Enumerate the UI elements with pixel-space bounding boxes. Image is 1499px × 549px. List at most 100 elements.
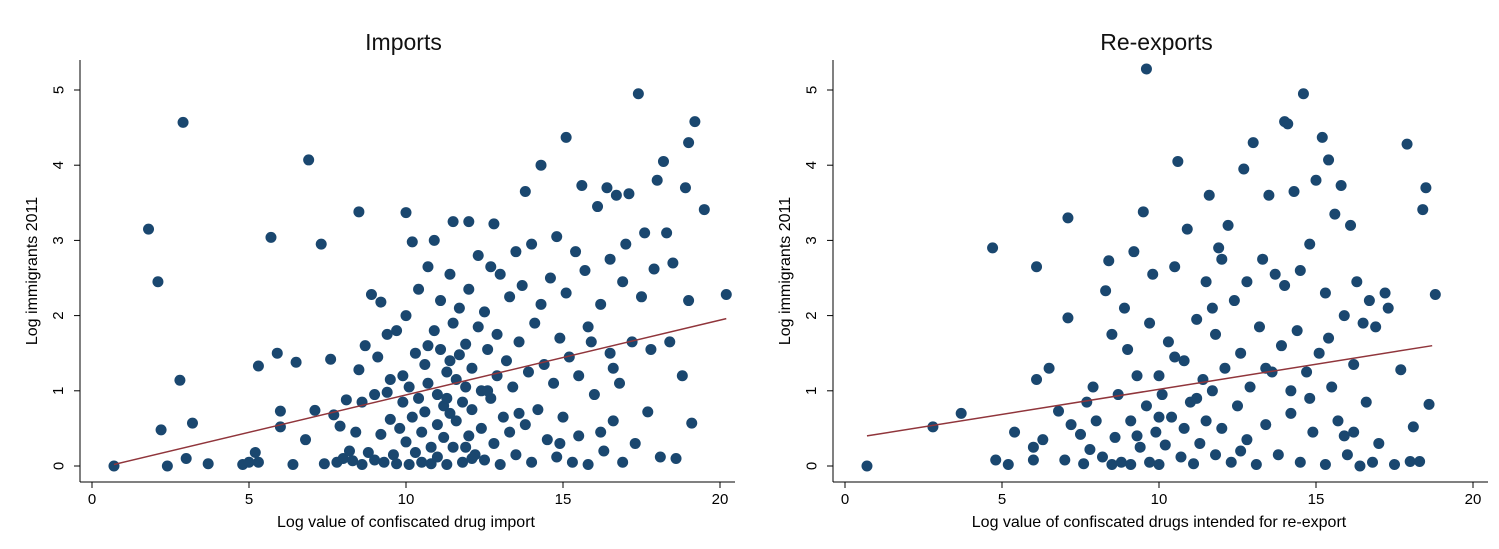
scatter-point: [1232, 400, 1243, 412]
scatter-point: [441, 366, 453, 378]
scatter-point: [428, 325, 440, 337]
scatter-point: [397, 396, 409, 408]
scatter-point: [1144, 317, 1156, 329]
scatter-point: [409, 347, 421, 359]
scatter-point: [1345, 219, 1357, 231]
scatter-point: [1081, 396, 1093, 408]
scatter-point: [413, 283, 425, 295]
scatter-point: [579, 264, 591, 276]
scatter-point: [243, 456, 255, 468]
scatter-point: [488, 437, 500, 449]
x-tick-label: 20: [1465, 491, 1482, 508]
scatter-point: [566, 456, 578, 468]
scatter-point: [353, 364, 365, 376]
scatter-point: [482, 343, 494, 355]
scatter-point: [1225, 456, 1237, 468]
scatter-point: [1316, 131, 1328, 143]
scatter-point: [617, 276, 629, 288]
scatter-point: [155, 424, 167, 436]
scatter-point: [202, 458, 214, 470]
scatter-point: [479, 306, 490, 318]
scatter-point: [378, 456, 390, 468]
scatter-point: [598, 445, 610, 457]
scatter-point: [1285, 407, 1297, 419]
scatter-point: [551, 231, 563, 243]
scatter-point: [1125, 415, 1137, 427]
scatter-point: [1169, 351, 1181, 363]
scatter-point: [1288, 186, 1300, 198]
scatter-point: [1178, 422, 1190, 434]
y-tick-label: 0: [50, 462, 67, 470]
scatter-point: [252, 456, 264, 468]
scatter-point: [494, 458, 506, 470]
scatter-point: [1027, 441, 1039, 453]
scatter-point: [1338, 310, 1350, 322]
scatter-point: [1341, 449, 1353, 461]
scatter-point: [300, 434, 312, 446]
scatter-point: [519, 186, 531, 198]
scatter-point: [1297, 88, 1309, 100]
scatter-point: [607, 415, 619, 427]
scatter-point: [1087, 381, 1099, 393]
scatter-point: [1213, 242, 1225, 254]
scatter-point: [347, 455, 359, 467]
scatter-point: [422, 261, 434, 273]
scatter-point: [604, 347, 616, 359]
scatter-point: [482, 385, 494, 397]
scatter-point: [1037, 434, 1049, 446]
scatter-point: [595, 298, 607, 310]
scatter-point: [1253, 321, 1265, 333]
scatter-point: [488, 218, 500, 230]
scatter-point: [987, 242, 999, 254]
scatter-point: [180, 452, 192, 464]
scatter-point: [460, 381, 472, 393]
scatter-point: [1188, 458, 1200, 470]
scatter-point: [1153, 411, 1165, 423]
x-tick-label: 10: [1151, 491, 1168, 508]
scatter-point: [479, 454, 490, 466]
scatter-point: [466, 362, 478, 374]
scatter-point: [526, 238, 538, 250]
scatter-point: [365, 289, 377, 301]
y-tick-label: 5: [50, 86, 67, 94]
scatter-point: [400, 310, 412, 322]
scatter-point: [1401, 138, 1413, 150]
scatter-point: [1137, 206, 1149, 218]
scatter-point: [375, 428, 387, 440]
scatter-point: [1291, 325, 1303, 337]
scatter-point: [457, 396, 469, 408]
scatter-point: [1090, 415, 1102, 427]
scatter-point: [1053, 405, 1065, 417]
scatter-point: [450, 415, 462, 427]
scatter-point: [413, 392, 425, 404]
scatter-point: [387, 449, 399, 461]
scatter-point: [1169, 261, 1181, 273]
scatter-point: [955, 407, 967, 419]
scatter-point: [554, 437, 566, 449]
scatter-point: [394, 422, 406, 434]
scatter-point: [588, 389, 600, 401]
scatter-point: [1250, 458, 1262, 470]
scatter-point: [309, 404, 321, 416]
scatter-point: [431, 389, 443, 401]
scatter-point: [177, 116, 189, 128]
scatter-point: [274, 405, 286, 417]
scatter-point: [648, 263, 660, 275]
y-tick-label: 3: [803, 236, 820, 244]
x-tick-label: 15: [555, 491, 572, 508]
scatter-point: [1257, 253, 1269, 265]
scatter-point: [1307, 426, 1319, 438]
scatter-point: [447, 216, 459, 228]
scatter-point: [1360, 396, 1372, 408]
scatter-point: [532, 404, 544, 416]
scatter-point: [1062, 312, 1074, 324]
scatter-point: [359, 340, 371, 352]
scatter-point: [1228, 295, 1240, 307]
scatter-point: [1420, 182, 1432, 194]
scatter-point: [582, 458, 594, 470]
scatter-point: [491, 328, 503, 340]
scatter-point: [541, 434, 553, 446]
scatter-point: [720, 289, 732, 301]
scatter-point: [1313, 347, 1325, 359]
x-tick-label: 15: [1308, 491, 1325, 508]
